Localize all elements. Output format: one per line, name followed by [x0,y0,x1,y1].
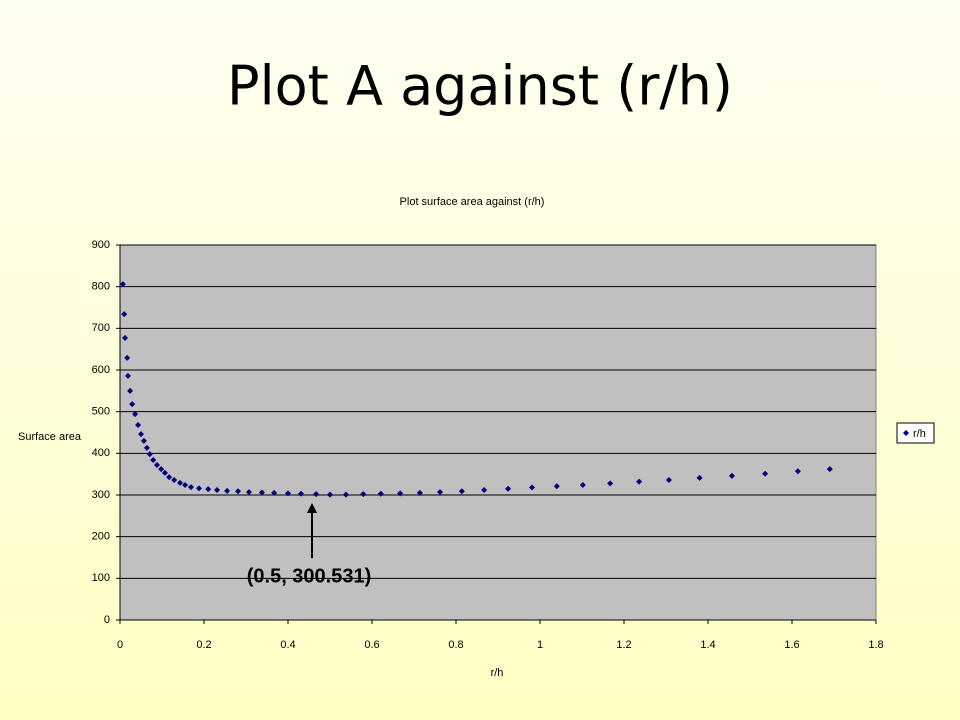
point [360,491,367,498]
y-tick-label: 100 [92,572,110,584]
point [505,485,512,492]
point [298,490,305,497]
y-tick-label: 300 [92,489,110,501]
point [195,485,202,492]
point [143,444,150,451]
point [127,387,134,394]
point [245,489,252,496]
point [342,491,349,498]
point [214,487,221,493]
point [138,431,144,438]
y-tick-label: 200 [92,531,110,543]
x-tick-label: 1.2 [616,639,631,651]
y-tick-label: 700 [92,322,110,334]
point [182,482,189,488]
point [129,401,136,408]
plot-area [119,244,877,621]
x-tick-label: 0.4 [280,639,295,651]
point [481,487,488,493]
point [171,477,178,483]
point [313,491,320,498]
point [166,474,173,481]
point [762,470,769,477]
point [607,480,614,487]
point [177,479,184,486]
point [529,484,536,491]
y-tick-label: 900 [92,239,110,251]
point [119,281,126,288]
chart-title: Plot surface area against (r/h) [400,196,545,208]
point [285,490,291,497]
point [150,457,157,463]
y-tick-label: 400 [92,447,110,459]
point [416,489,423,496]
point [327,491,333,498]
point [728,472,735,479]
x-tick-label: 1.4 [700,639,715,651]
legend-box [896,422,935,444]
legend: r/h [896,422,935,444]
x-tick-label: 1.6 [784,639,799,651]
point [826,466,833,473]
y-tick-label: 500 [92,406,110,418]
point [794,468,801,475]
x-tick-label: 0.2 [196,639,211,651]
legend-marker [903,430,909,436]
x-axis-label: r/h [491,667,504,679]
y-tick-label: 600 [92,364,110,376]
arrow-head [307,503,317,513]
point [271,489,278,496]
point [132,411,139,418]
point [135,422,142,428]
point [161,469,168,476]
x-tick-label: 0.6 [364,639,379,651]
y-tick-label: 0 [104,614,110,626]
point [140,437,147,444]
point [121,311,128,318]
point [437,489,444,496]
y-axis-label: Surface area [18,431,82,443]
point [158,466,165,473]
annotation: (0.5, 300.531) [247,565,372,587]
point [377,490,384,497]
point [665,477,672,483]
point [636,478,643,485]
point [146,451,153,458]
point [224,487,231,494]
point [124,354,131,361]
point [458,488,465,495]
point [696,474,703,481]
point [579,482,586,488]
point [187,484,194,491]
x-tick-label: 1.8 [868,639,883,651]
slide-title: Plot A against (r/h) [227,55,733,118]
point [124,372,131,379]
legend-label: r/h [913,428,926,440]
x-tick-label: 0.8 [448,639,463,651]
x-tick-label: 1 [537,639,543,651]
x-tick-label: 0 [117,639,123,651]
point [553,483,560,490]
point [122,334,129,341]
point [153,462,160,468]
y-tick-label: 800 [92,281,110,293]
point [258,489,265,496]
point [235,488,242,495]
point [205,486,212,493]
point [397,490,404,497]
